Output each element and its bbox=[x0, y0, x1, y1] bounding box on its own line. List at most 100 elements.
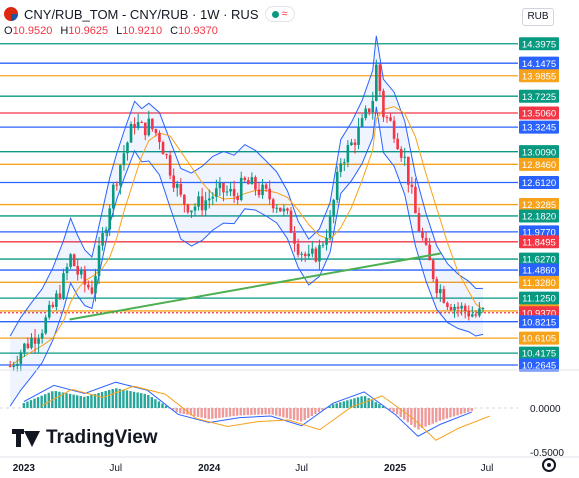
macd-histogram-bar bbox=[275, 408, 278, 416]
macd-histogram-bar bbox=[331, 404, 335, 408]
price-level-label: 13.9855 bbox=[522, 71, 556, 82]
macd-histogram-bar bbox=[438, 408, 441, 421]
candle-body bbox=[79, 269, 83, 275]
candle-body bbox=[261, 184, 264, 196]
price-level-label-box bbox=[519, 176, 559, 190]
candle-body bbox=[247, 180, 250, 185]
status-pill[interactable]: ≈ bbox=[264, 6, 295, 22]
macd-histogram-bar bbox=[360, 396, 363, 408]
macd-histogram-bar bbox=[282, 408, 285, 418]
macd-histogram-bar bbox=[310, 408, 314, 417]
macd-histogram-bar bbox=[100, 392, 104, 408]
macd-histogram-bar bbox=[381, 406, 385, 408]
candle-body bbox=[439, 289, 442, 294]
candle-body bbox=[225, 191, 229, 193]
tradingview-logo-icon bbox=[12, 429, 40, 447]
price-level-label: 11.1250 bbox=[522, 294, 556, 305]
price-level-label: 14.3975 bbox=[522, 39, 556, 50]
price-level-label-box bbox=[519, 291, 559, 305]
candle-body bbox=[72, 254, 76, 267]
macd-histogram-bar bbox=[278, 408, 282, 417]
macd-histogram-bar bbox=[154, 399, 157, 408]
macd-histogram-bar bbox=[271, 408, 274, 415]
candle-body bbox=[257, 189, 261, 196]
currency-selector[interactable]: RUB bbox=[522, 8, 554, 26]
candle-body bbox=[293, 232, 296, 244]
candle-body bbox=[346, 145, 350, 163]
macd-histogram-bar bbox=[307, 408, 310, 418]
x-tick-label: Jul bbox=[109, 463, 122, 474]
macd-histogram-bar bbox=[97, 392, 100, 408]
price-level-label: 12.3285 bbox=[522, 200, 556, 211]
macd-histogram-bar bbox=[111, 389, 114, 408]
price-level-label-box bbox=[519, 106, 559, 120]
x-tick-label: Jul bbox=[481, 463, 494, 474]
candle-body bbox=[190, 210, 193, 213]
candle-body bbox=[296, 243, 300, 255]
price-level-label-box bbox=[519, 252, 559, 266]
macd-histogram-bar bbox=[68, 393, 72, 408]
gear-icon[interactable] bbox=[542, 458, 556, 472]
candle-body bbox=[343, 162, 346, 164]
macd-histogram-bar bbox=[442, 408, 445, 420]
ohlc-close-value: 10.9370 bbox=[178, 25, 218, 37]
macd-histogram-bar bbox=[164, 405, 168, 408]
price-level-label: 13.7225 bbox=[522, 92, 556, 103]
macd-histogram-bar bbox=[257, 408, 260, 415]
ohlc-low-value: 10.9210 bbox=[122, 25, 163, 37]
candle-body bbox=[122, 153, 126, 166]
ohlc-high-value: 10.9625 bbox=[68, 25, 109, 37]
candle-body bbox=[243, 177, 247, 181]
macd-histogram-bar bbox=[211, 408, 214, 419]
macd-histogram-bar bbox=[225, 408, 228, 418]
candle-body bbox=[140, 122, 143, 124]
macd-histogram-bar bbox=[335, 403, 338, 408]
price-level-label-box bbox=[519, 89, 559, 103]
price-level-label-box bbox=[519, 120, 559, 134]
candle-body bbox=[414, 186, 417, 214]
macd-histogram-bar bbox=[285, 408, 289, 419]
macd-histogram-bar bbox=[200, 408, 203, 418]
symbol-row[interactable]: CNY/RUB_TOM - CNY/RUB · 1W · RUS ≈ bbox=[4, 6, 295, 22]
candle-body bbox=[51, 304, 55, 307]
candle-body bbox=[236, 196, 239, 200]
candle-body bbox=[250, 177, 254, 185]
macd-histogram-bar bbox=[346, 400, 349, 408]
macd-histogram-bar bbox=[392, 408, 395, 413]
x-tick-label: Jul bbox=[295, 463, 308, 474]
candle-body bbox=[407, 156, 410, 185]
candle-body bbox=[200, 196, 204, 211]
candle-body bbox=[8, 366, 12, 368]
candle-body bbox=[350, 142, 353, 146]
price-level-label: 10.6105 bbox=[522, 334, 556, 345]
candle-body bbox=[44, 317, 48, 334]
candle-body bbox=[435, 279, 439, 294]
macd-histogram-bar bbox=[179, 408, 182, 414]
macd-histogram-bar bbox=[356, 397, 360, 408]
price-level-label-box bbox=[519, 69, 559, 83]
x-tick-label: 2024 bbox=[198, 463, 221, 474]
tradingview-logo[interactable]: TradingView bbox=[12, 427, 158, 449]
macd-histogram-bar bbox=[83, 396, 86, 408]
candle-body bbox=[108, 208, 111, 230]
candle-body bbox=[215, 188, 218, 197]
candle-body bbox=[453, 306, 456, 311]
candle-body bbox=[115, 184, 119, 186]
macd-histogram-bar bbox=[371, 400, 374, 408]
ohlc-values: O10.9520 H10.9625 L10.9210 C10.9370 bbox=[4, 25, 223, 37]
candle-body bbox=[367, 108, 371, 113]
macd-histogram-bar bbox=[243, 408, 246, 416]
candle-body bbox=[15, 363, 19, 366]
candle-body bbox=[382, 90, 385, 118]
macd-histogram-bar bbox=[250, 408, 253, 415]
candle-body bbox=[318, 245, 321, 262]
candle-body bbox=[431, 260, 435, 280]
macd-histogram-bar bbox=[40, 395, 43, 408]
candle-body bbox=[268, 188, 271, 200]
macd-histogram-bar bbox=[470, 408, 473, 412]
symbol-label[interactable]: CNY/RUB_TOM - CNY/RUB · 1W · RUS bbox=[24, 6, 259, 22]
macd-histogram-bar bbox=[314, 408, 317, 415]
candle-body bbox=[143, 122, 147, 136]
